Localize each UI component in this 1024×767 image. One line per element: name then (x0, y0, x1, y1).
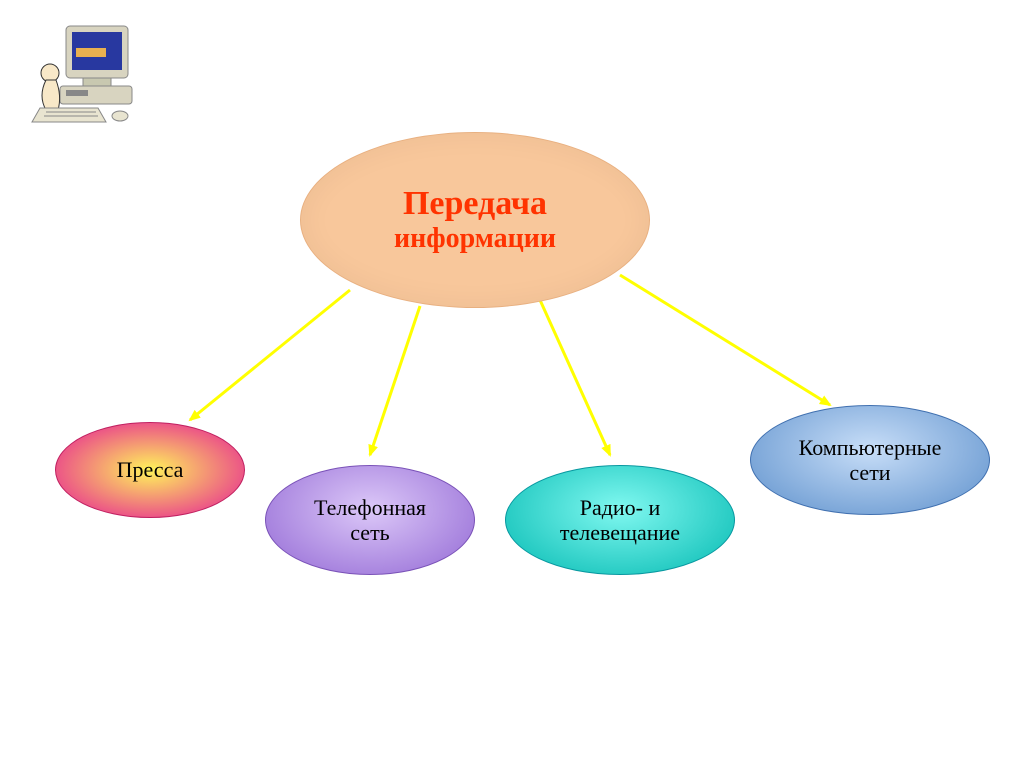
leaf-node-press: Пресса (55, 422, 245, 518)
arrows-layer (0, 0, 1024, 767)
leaf-node-comp: Компьютерные сети (750, 405, 990, 515)
leaf-node-radio: Радио- и телевещание (505, 465, 735, 575)
leaf-node-phone: Телефонная сеть (265, 465, 475, 575)
computer-clipart-icon (28, 18, 148, 128)
central-title-line1: Передача (403, 185, 547, 223)
leaf-label: Компьютерные сети (793, 435, 948, 486)
leaf-label: Радио- и телевещание (554, 495, 686, 546)
leaf-label: Телефонная сеть (308, 495, 432, 546)
leaf-label: Пресса (111, 457, 190, 482)
central-node: Передача информации (300, 132, 650, 308)
central-title-line2: информации (394, 223, 556, 255)
